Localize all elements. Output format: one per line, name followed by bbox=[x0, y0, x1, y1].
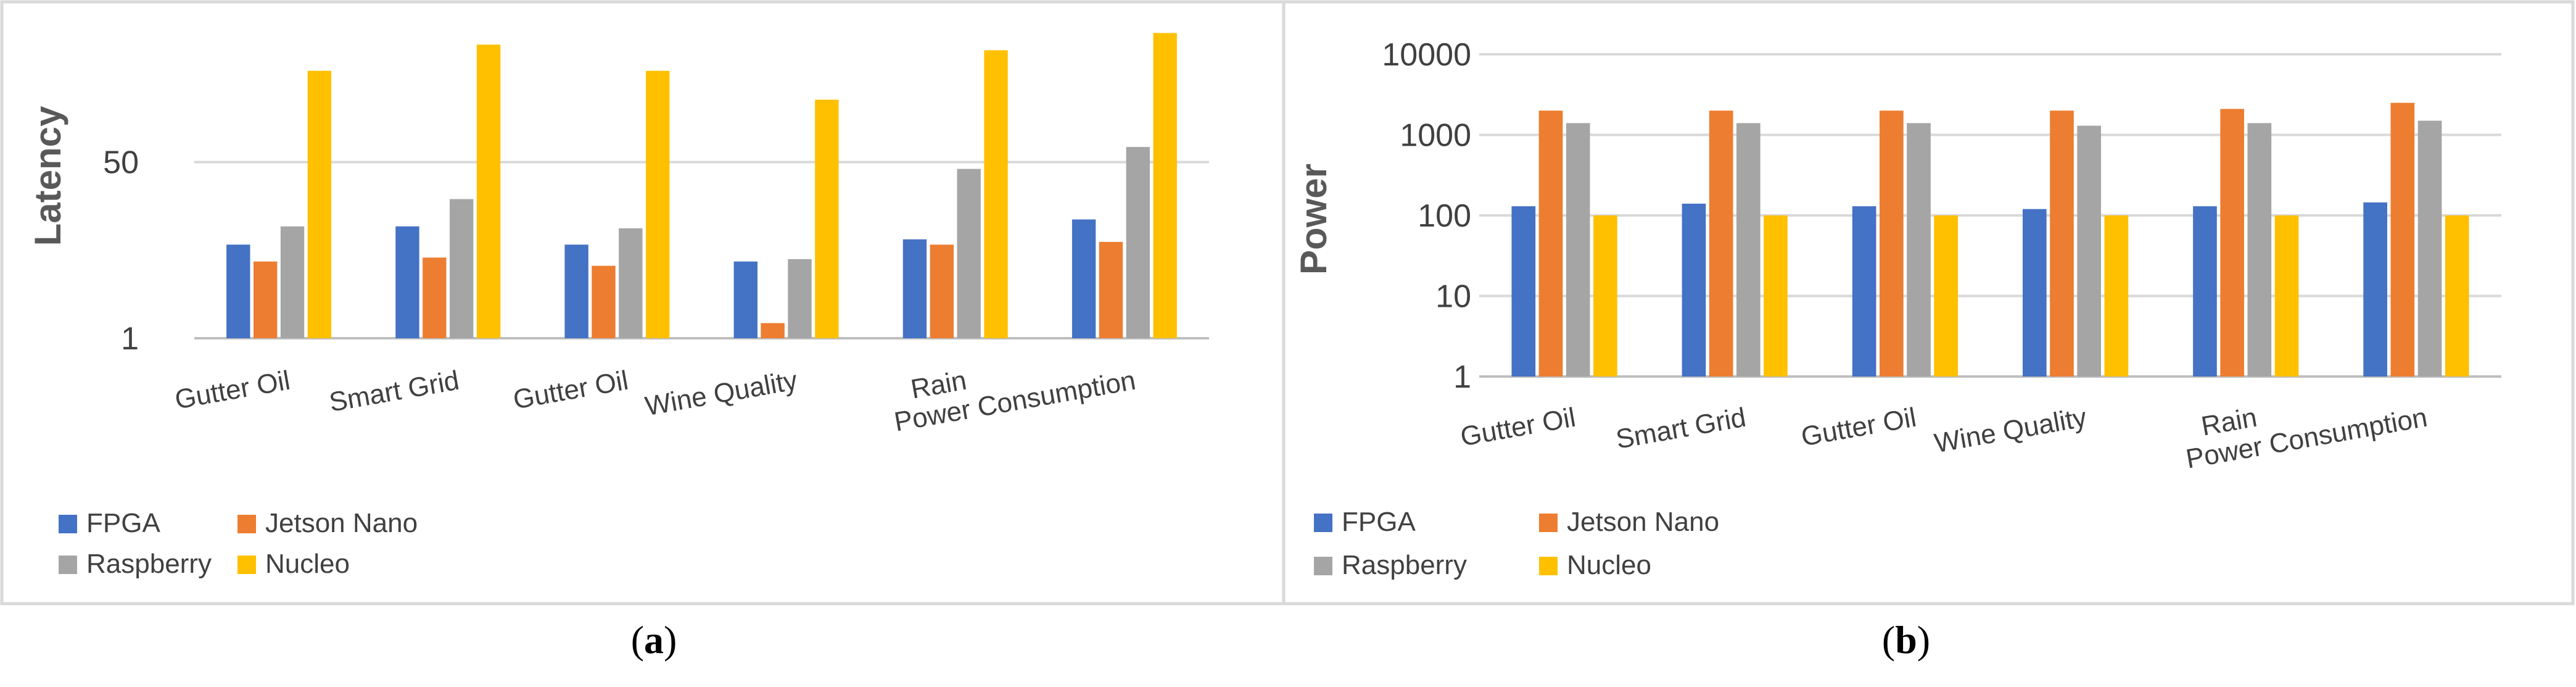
bar-a-fpga-4 bbox=[733, 261, 758, 338]
bar-b-nucleo-1 bbox=[1593, 215, 1617, 377]
legend-label-b-jetson-nano: Jetson Nano bbox=[1567, 507, 1719, 537]
bar-b-jetson-nano-3 bbox=[1879, 110, 1904, 377]
legend-swatch-b-jetson-nano bbox=[1539, 514, 1558, 532]
bar-a-fpga-3 bbox=[564, 244, 588, 338]
bar-b-raspberry-1 bbox=[1566, 123, 1590, 377]
bar-a-fpga-5 bbox=[902, 239, 927, 338]
bar-b-nucleo-2 bbox=[1764, 215, 1788, 377]
legend-swatch-b-nucleo bbox=[1539, 557, 1558, 575]
y-axis-title-a: Latency bbox=[27, 106, 68, 246]
y-tick-label-a-50: 50 bbox=[103, 145, 139, 181]
bar-b-fpga-1 bbox=[1511, 206, 1536, 377]
legend-label-a-jetson-nano: Jetson Nano bbox=[265, 508, 418, 538]
bar-a-jetson-nano-4 bbox=[761, 323, 785, 338]
legend-label-a-nucleo: Nucleo bbox=[265, 549, 350, 579]
bar-a-raspberry-2 bbox=[449, 199, 474, 338]
legend-swatch-b-fpga bbox=[1314, 514, 1332, 532]
y-tick-label-b-1000: 1000 bbox=[1400, 118, 1471, 154]
bar-b-jetson-nano-5 bbox=[2220, 109, 2244, 377]
bar-b-nucleo-3 bbox=[1934, 215, 1959, 377]
bar-b-fpga-6 bbox=[2363, 202, 2387, 377]
legend-label-a-fpga: FPGA bbox=[86, 508, 160, 538]
bar-b-fpga-2 bbox=[1682, 203, 1706, 377]
bar-b-fpga-4 bbox=[2022, 209, 2047, 377]
bar-a-nucleo-1 bbox=[307, 70, 332, 338]
caption-a: (a) bbox=[630, 618, 677, 662]
bar-a-fpga-1 bbox=[226, 244, 250, 338]
bar-a-nucleo-6 bbox=[1153, 33, 1177, 338]
y-tick-label-b-10000: 10000 bbox=[1382, 37, 1471, 73]
bar-b-raspberry-3 bbox=[1907, 123, 1931, 377]
bar-a-raspberry-1 bbox=[280, 226, 305, 338]
bar-b-raspberry-2 bbox=[1736, 123, 1761, 377]
legend-label-b-nucleo: Nucleo bbox=[1567, 550, 1651, 580]
legend-swatch-a-raspberry bbox=[59, 556, 77, 574]
bar-b-nucleo-4 bbox=[2104, 215, 2129, 377]
bar-a-jetson-nano-6 bbox=[1099, 241, 1123, 338]
caption-a-letter: a bbox=[644, 618, 664, 662]
bar-a-raspberry-6 bbox=[1126, 147, 1150, 338]
bar-a-nucleo-2 bbox=[476, 44, 501, 339]
bar-b-nucleo-6 bbox=[2445, 215, 2469, 377]
bar-a-nucleo-3 bbox=[646, 70, 670, 338]
caption-b: (b) bbox=[1881, 618, 1931, 662]
y-tick-label-a-1: 1 bbox=[121, 321, 139, 357]
y-tick-label-b-1: 1 bbox=[1453, 359, 1471, 395]
bar-a-fpga-6 bbox=[1071, 219, 1096, 338]
bar-b-jetson-nano-1 bbox=[1538, 110, 1563, 377]
bar-b-nucleo-5 bbox=[2274, 215, 2299, 377]
bar-b-fpga-3 bbox=[1852, 206, 1876, 377]
panel-a-frame bbox=[0, 0, 1286, 606]
legend-swatch-a-jetson-nano bbox=[237, 515, 256, 533]
bar-b-jetson-nano-4 bbox=[2050, 110, 2074, 377]
bar-a-jetson-nano-1 bbox=[253, 261, 278, 338]
bar-a-raspberry-4 bbox=[788, 259, 812, 338]
bar-a-jetson-nano-3 bbox=[592, 265, 616, 338]
bar-a-jetson-nano-5 bbox=[930, 244, 954, 338]
bar-b-raspberry-4 bbox=[2077, 125, 2102, 377]
bar-b-raspberry-5 bbox=[2247, 123, 2272, 377]
caption-b-letter: b bbox=[1895, 618, 1917, 662]
bar-a-raspberry-3 bbox=[619, 228, 643, 338]
y-tick-label-b-10: 10 bbox=[1435, 279, 1471, 315]
bar-b-jetson-nano-2 bbox=[1709, 110, 1733, 377]
bar-a-jetson-nano-2 bbox=[423, 257, 447, 338]
bar-a-nucleo-4 bbox=[815, 99, 839, 339]
legend-label-b-raspberry: Raspberry bbox=[1342, 550, 1467, 580]
bar-b-jetson-nano-6 bbox=[2390, 102, 2415, 377]
legend-label-a-raspberry: Raspberry bbox=[86, 549, 212, 579]
y-axis-title-b: Power bbox=[1293, 164, 1334, 275]
bar-a-fpga-2 bbox=[395, 226, 419, 338]
bar-b-raspberry-6 bbox=[2417, 120, 2442, 377]
legend-label-b-fpga: FPGA bbox=[1342, 507, 1416, 537]
legend-swatch-a-fpga bbox=[59, 515, 77, 533]
y-tick-label-b-100: 100 bbox=[1418, 198, 1471, 234]
legend-swatch-b-raspberry bbox=[1314, 557, 1332, 575]
legend-swatch-a-nucleo bbox=[237, 556, 256, 574]
bar-b-fpga-5 bbox=[2193, 206, 2217, 377]
bar-a-raspberry-5 bbox=[957, 169, 981, 338]
bar-a-nucleo-5 bbox=[984, 50, 1008, 338]
